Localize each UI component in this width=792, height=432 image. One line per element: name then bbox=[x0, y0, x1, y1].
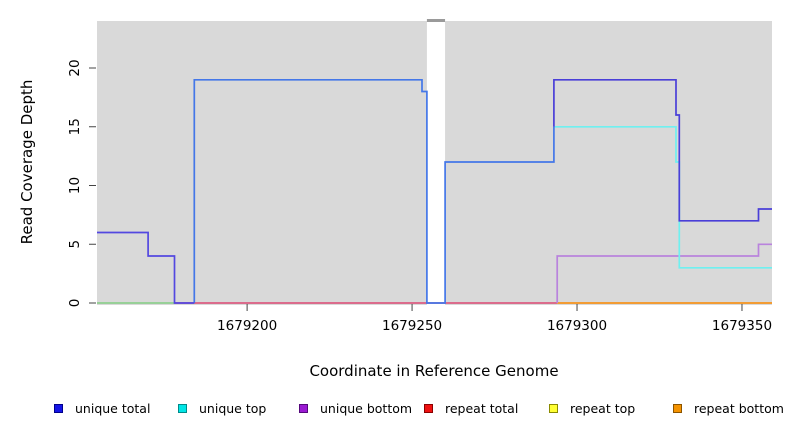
legend-swatch-icon bbox=[549, 403, 558, 413]
x-tick-label: 1679200 bbox=[217, 318, 277, 334]
legend-label: unique total bbox=[75, 400, 151, 416]
y-tick-label: 10 bbox=[67, 177, 83, 194]
unique-total-top-overlap-line bbox=[193, 78, 555, 304]
legend-item-unique-bottom: unique bottom bbox=[299, 398, 412, 418]
y-tick-label: 15 bbox=[67, 118, 83, 135]
legend-swatch-icon bbox=[178, 403, 187, 413]
unique-total-line-left bbox=[97, 231, 195, 304]
legend-label: unique bottom bbox=[320, 400, 413, 416]
y-tick-label: 0 bbox=[67, 299, 83, 308]
legend-item-unique-top: unique top bbox=[178, 398, 266, 418]
y-tick-label: 20 bbox=[67, 59, 83, 76]
legend-swatch-icon bbox=[673, 403, 682, 413]
legend-swatch-icon bbox=[299, 403, 308, 413]
legend-label: repeat bottom bbox=[694, 400, 784, 416]
y-axis-title: Read Coverage Depth bbox=[18, 79, 36, 245]
x-axis-title: Coordinate in Reference Genome bbox=[309, 362, 559, 380]
y-tick-label: 5 bbox=[67, 240, 83, 249]
legend: unique total unique top unique bottom repea… bbox=[0, 398, 792, 422]
x-tick-label: 1679350 bbox=[712, 318, 772, 334]
legend-item-repeat-bottom: repeat bottom bbox=[673, 398, 784, 418]
legend-item-unique-total: unique total bbox=[54, 398, 150, 418]
legend-label: repeat top bbox=[570, 400, 636, 416]
unique-total-line-right bbox=[553, 78, 772, 222]
legend-swatch-icon bbox=[54, 403, 63, 413]
coverage-gap-cap bbox=[426, 19, 446, 22]
x-tick-label: 1679300 bbox=[547, 318, 607, 334]
x-tick-label: 1679250 bbox=[382, 318, 442, 334]
legend-label: unique top bbox=[199, 400, 267, 416]
legend-swatch-icon bbox=[424, 403, 433, 413]
unique-top-line bbox=[553, 125, 772, 269]
legend-item-repeat-top: repeat top bbox=[549, 398, 635, 418]
unique-bottom-line bbox=[556, 243, 772, 303]
coverage-gap-band bbox=[426, 19, 446, 306]
legend-label: repeat total bbox=[445, 400, 519, 416]
legend-item-repeat-total: repeat total bbox=[424, 398, 518, 418]
